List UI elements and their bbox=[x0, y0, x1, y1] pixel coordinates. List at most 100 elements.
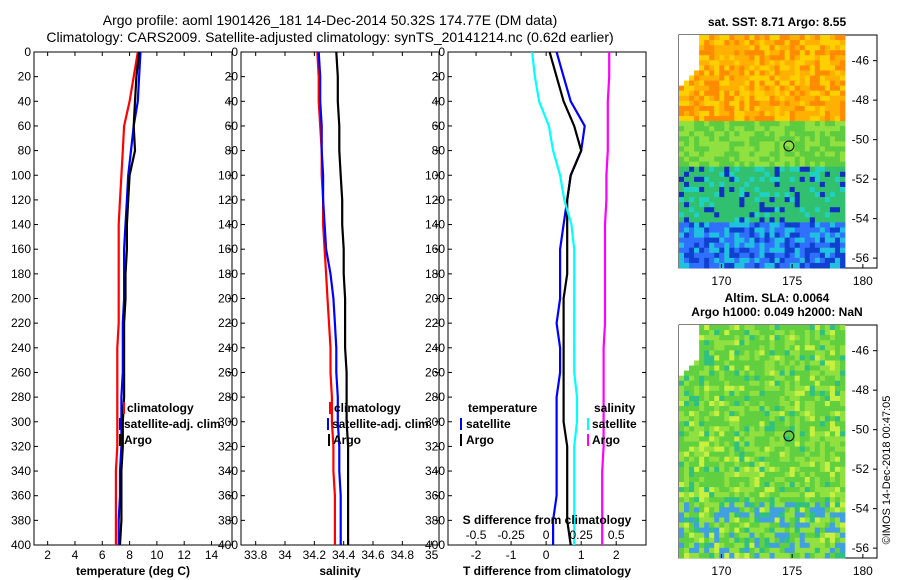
map-cell bbox=[769, 406, 775, 412]
map-cell bbox=[749, 395, 755, 402]
map-cell bbox=[759, 100, 765, 107]
map-cell bbox=[749, 227, 755, 233]
map-cell bbox=[684, 436, 690, 442]
map-cell bbox=[829, 527, 836, 534]
map-cell bbox=[839, 252, 846, 259]
map-cell bbox=[719, 400, 725, 407]
map-cell bbox=[824, 537, 831, 544]
map-cell bbox=[719, 50, 725, 56]
map-cell bbox=[724, 85, 730, 92]
map-cell bbox=[694, 95, 700, 102]
map-cell bbox=[834, 207, 841, 213]
map-cell bbox=[684, 542, 690, 549]
map-cell bbox=[824, 116, 831, 122]
map-cell bbox=[719, 380, 725, 387]
map-cell bbox=[814, 192, 821, 198]
map-cell bbox=[834, 395, 841, 402]
map-cell bbox=[699, 547, 705, 554]
map-cell bbox=[684, 166, 690, 173]
map-cell bbox=[714, 522, 720, 529]
map-cell bbox=[784, 136, 791, 142]
map-cell bbox=[834, 212, 841, 218]
map-cell bbox=[819, 80, 826, 87]
map-cell bbox=[804, 416, 811, 422]
map-cell bbox=[699, 181, 705, 188]
map-cell bbox=[739, 542, 745, 549]
map-cell bbox=[709, 421, 715, 427]
map-cell bbox=[789, 375, 796, 382]
map-cell bbox=[699, 197, 705, 203]
map-cell bbox=[739, 166, 745, 173]
map-cell bbox=[814, 197, 821, 203]
map-cell bbox=[739, 502, 745, 508]
map-cell bbox=[709, 227, 715, 233]
map-cell bbox=[689, 507, 695, 513]
map-cell bbox=[709, 141, 715, 147]
map-cell bbox=[699, 45, 705, 51]
map-cell bbox=[769, 166, 775, 173]
map-cell bbox=[774, 136, 781, 142]
map-cell bbox=[789, 461, 796, 468]
map-cell bbox=[684, 482, 690, 488]
map-cell bbox=[769, 116, 775, 122]
y-tick-label: 380 bbox=[425, 513, 445, 527]
map-cell bbox=[719, 237, 725, 244]
lat-tick-label: -50 bbox=[852, 133, 870, 147]
map-cell bbox=[799, 197, 806, 203]
map-cell bbox=[814, 116, 821, 122]
map-cell bbox=[754, 395, 760, 402]
map-cell bbox=[729, 350, 735, 356]
map-cell bbox=[709, 217, 715, 223]
difference-panel: 0204060801001201401601802002202402602803… bbox=[425, 45, 647, 578]
map-cell bbox=[704, 537, 710, 544]
map-cell bbox=[809, 232, 816, 239]
map-cell bbox=[784, 161, 791, 168]
map-cell bbox=[729, 400, 735, 407]
map-cell bbox=[754, 166, 760, 173]
map-cell bbox=[789, 497, 796, 503]
map-cell bbox=[679, 441, 685, 447]
map-cell bbox=[724, 552, 730, 559]
map-cell bbox=[729, 95, 735, 102]
map-cell bbox=[819, 340, 826, 346]
map-cell bbox=[714, 181, 720, 188]
map-cell bbox=[774, 80, 781, 87]
map-cell bbox=[704, 441, 710, 447]
map-cell bbox=[764, 471, 770, 478]
map-cell bbox=[819, 247, 826, 254]
map-cell bbox=[719, 411, 725, 417]
map-cell bbox=[759, 542, 765, 549]
map-cell bbox=[794, 141, 801, 147]
y-tick-label: 300 bbox=[11, 415, 31, 429]
map-cell bbox=[704, 375, 710, 382]
map-cell bbox=[834, 446, 841, 453]
map-cell bbox=[824, 466, 831, 473]
map-cell bbox=[744, 350, 750, 356]
map-cell bbox=[779, 340, 786, 346]
map-cell bbox=[689, 436, 695, 442]
map-cell bbox=[764, 502, 770, 508]
map-cell bbox=[839, 186, 846, 193]
map-cell bbox=[694, 176, 700, 183]
map-cell bbox=[684, 156, 690, 163]
map-cell bbox=[759, 385, 765, 392]
map-cell bbox=[784, 416, 791, 422]
x-tick-label: 34.4 bbox=[332, 548, 356, 562]
map-cell bbox=[714, 116, 720, 122]
legend-label-s-argo: Argo bbox=[592, 433, 620, 447]
map-cell bbox=[714, 45, 720, 51]
map-cell bbox=[709, 151, 715, 157]
map-cell bbox=[779, 50, 786, 56]
map-cell bbox=[734, 476, 740, 483]
map-cell bbox=[779, 237, 786, 244]
map-cell bbox=[689, 186, 695, 193]
map-cell bbox=[744, 126, 750, 132]
map-cell bbox=[739, 451, 745, 458]
map-cell bbox=[759, 492, 765, 498]
map-cell bbox=[794, 90, 801, 97]
map-cell bbox=[779, 451, 786, 458]
map-cell bbox=[699, 476, 705, 483]
lat-tick-label: -46 bbox=[852, 344, 870, 358]
y-tick-label: 220 bbox=[218, 316, 238, 330]
map-cell bbox=[704, 217, 710, 223]
